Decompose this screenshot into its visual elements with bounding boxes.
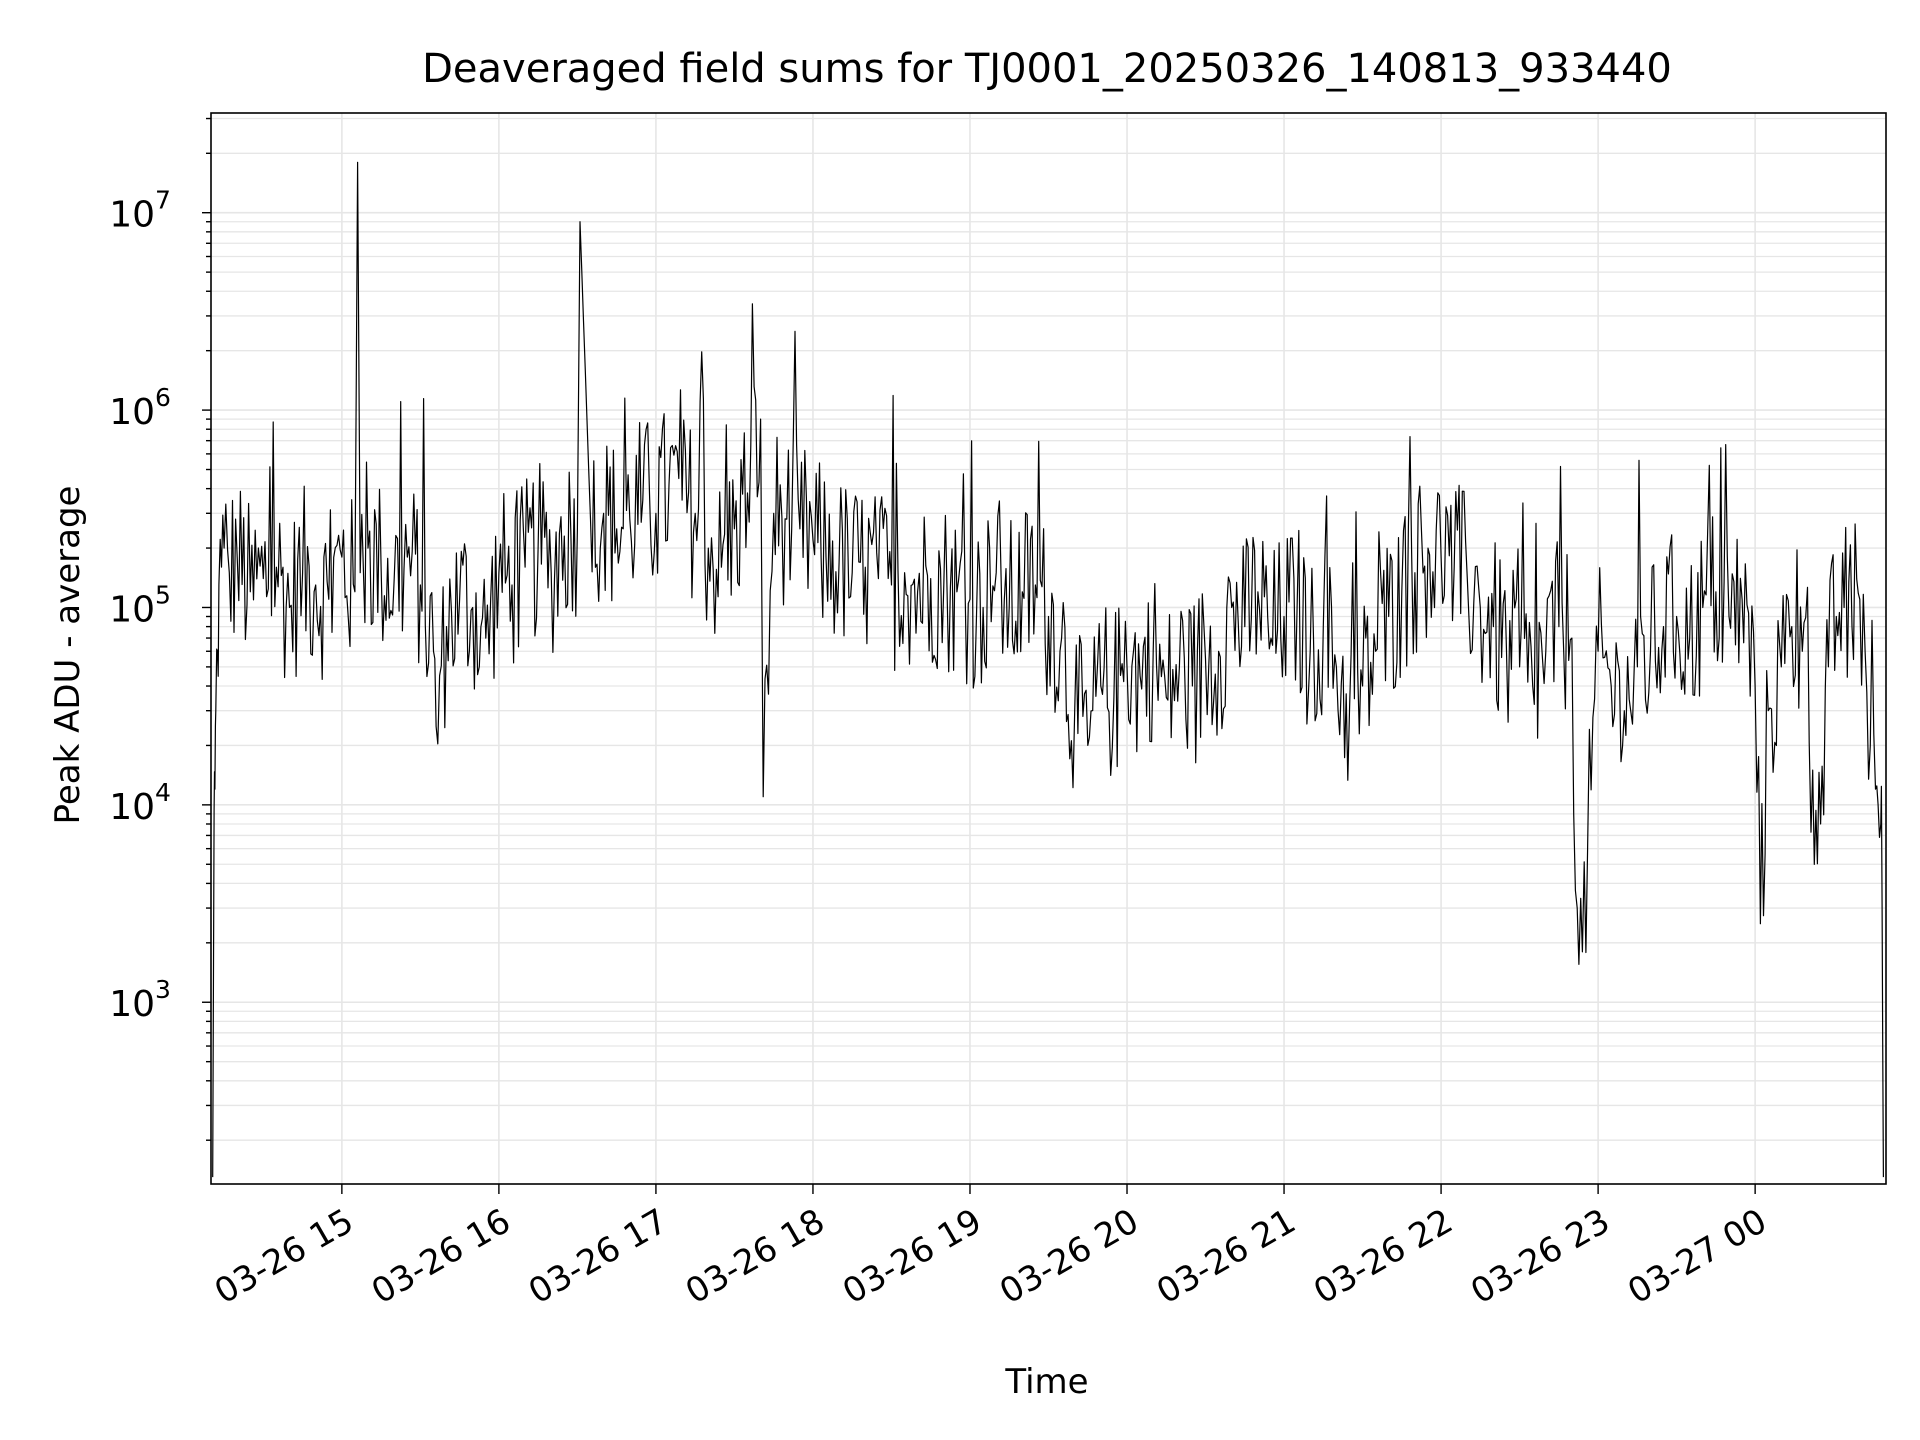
chart-title: Deaveraged field sums for TJ0001_2025032… (422, 46, 1672, 92)
plot-frame (210, 112, 1887, 1185)
y-tick-label: 10 (109, 589, 155, 630)
y-tick-label: 10 (109, 195, 155, 236)
axis-ticks (202, 117, 1756, 1194)
grid (211, 113, 1886, 1184)
y-axis-label: Peak ADU - average (48, 486, 88, 825)
y-tick-exponent: 6 (155, 383, 171, 412)
y-tick-label: 10 (109, 392, 155, 433)
y-tick-label: 10 (109, 984, 155, 1025)
y-tick-exponent: 4 (155, 778, 171, 807)
series-line (212, 161, 1885, 1178)
y-tick-label: 10 (109, 787, 155, 828)
x-axis-label: Time (1004, 1362, 1088, 1402)
y-tick-exponent: 7 (155, 186, 171, 215)
y-tick-exponent: 5 (155, 580, 171, 609)
y-tick-exponent: 3 (155, 975, 171, 1004)
